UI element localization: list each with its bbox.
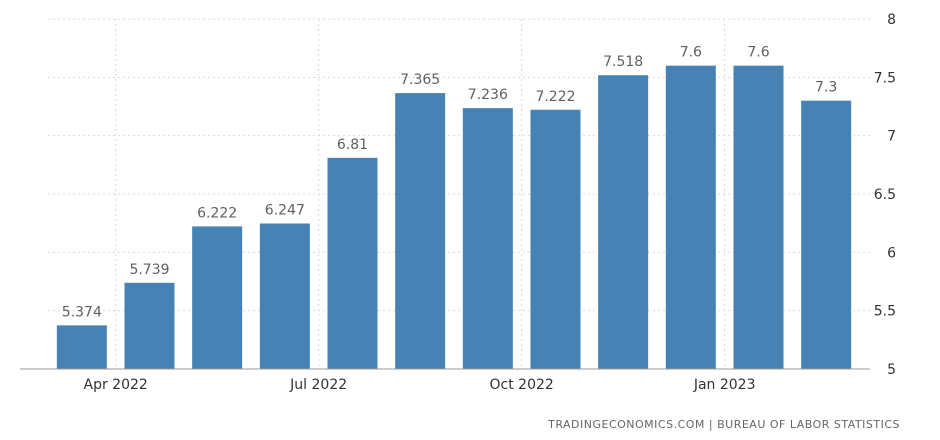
x-tick-label: Jan 2023 xyxy=(693,377,756,393)
bar xyxy=(395,93,446,369)
bar xyxy=(530,109,581,370)
x-tick-label: Oct 2022 xyxy=(490,377,554,393)
data-label: 7.222 xyxy=(535,89,575,105)
grid xyxy=(48,18,870,369)
data-label: 5.374 xyxy=(62,304,102,320)
x-axis: Apr 2022 Jul 2022 Oct 2022 Jan 2023 xyxy=(20,368,870,393)
data-label: 5.739 xyxy=(129,262,169,278)
y-tick-label: 6.5 xyxy=(874,187,896,203)
bar xyxy=(665,65,716,370)
data-labels: 5.374 5.739 6.222 6.247 6.81 7.365 7.236 7.222 7… xyxy=(62,45,838,321)
data-label: 7.365 xyxy=(400,72,440,88)
bar xyxy=(801,100,852,370)
bars xyxy=(56,65,852,370)
data-label: 6.81 xyxy=(337,137,368,153)
y-tick-label: 5.5 xyxy=(874,304,896,320)
bar xyxy=(259,223,310,369)
bar xyxy=(124,282,175,369)
data-label: 7.518 xyxy=(603,54,643,70)
y-tick-label: 8 xyxy=(887,12,896,28)
bar xyxy=(598,75,649,369)
source-credit: TRADINGECONOMICS.COM | BUREAU OF LABOR S… xyxy=(547,418,900,431)
x-tick-label: Apr 2022 xyxy=(84,377,148,393)
y-tick-label: 5 xyxy=(887,362,896,378)
y-axis: 5 5.5 6 6.5 7 7.5 8 xyxy=(874,12,896,378)
bar xyxy=(327,157,378,369)
bar xyxy=(192,226,243,369)
data-label: 7.6 xyxy=(680,45,702,61)
bar xyxy=(56,325,107,369)
data-label: 6.222 xyxy=(197,205,237,221)
data-label: 7.236 xyxy=(468,87,508,103)
bar xyxy=(733,65,784,370)
y-tick-label: 7.5 xyxy=(874,70,896,86)
data-label: 7.3 xyxy=(815,80,837,96)
x-tick-label: Jul 2022 xyxy=(289,377,347,393)
bar xyxy=(462,108,513,369)
y-tick-label: 6 xyxy=(887,245,896,261)
data-label: 7.6 xyxy=(747,45,769,61)
data-label: 6.247 xyxy=(265,203,305,219)
y-tick-label: 7 xyxy=(887,129,896,145)
